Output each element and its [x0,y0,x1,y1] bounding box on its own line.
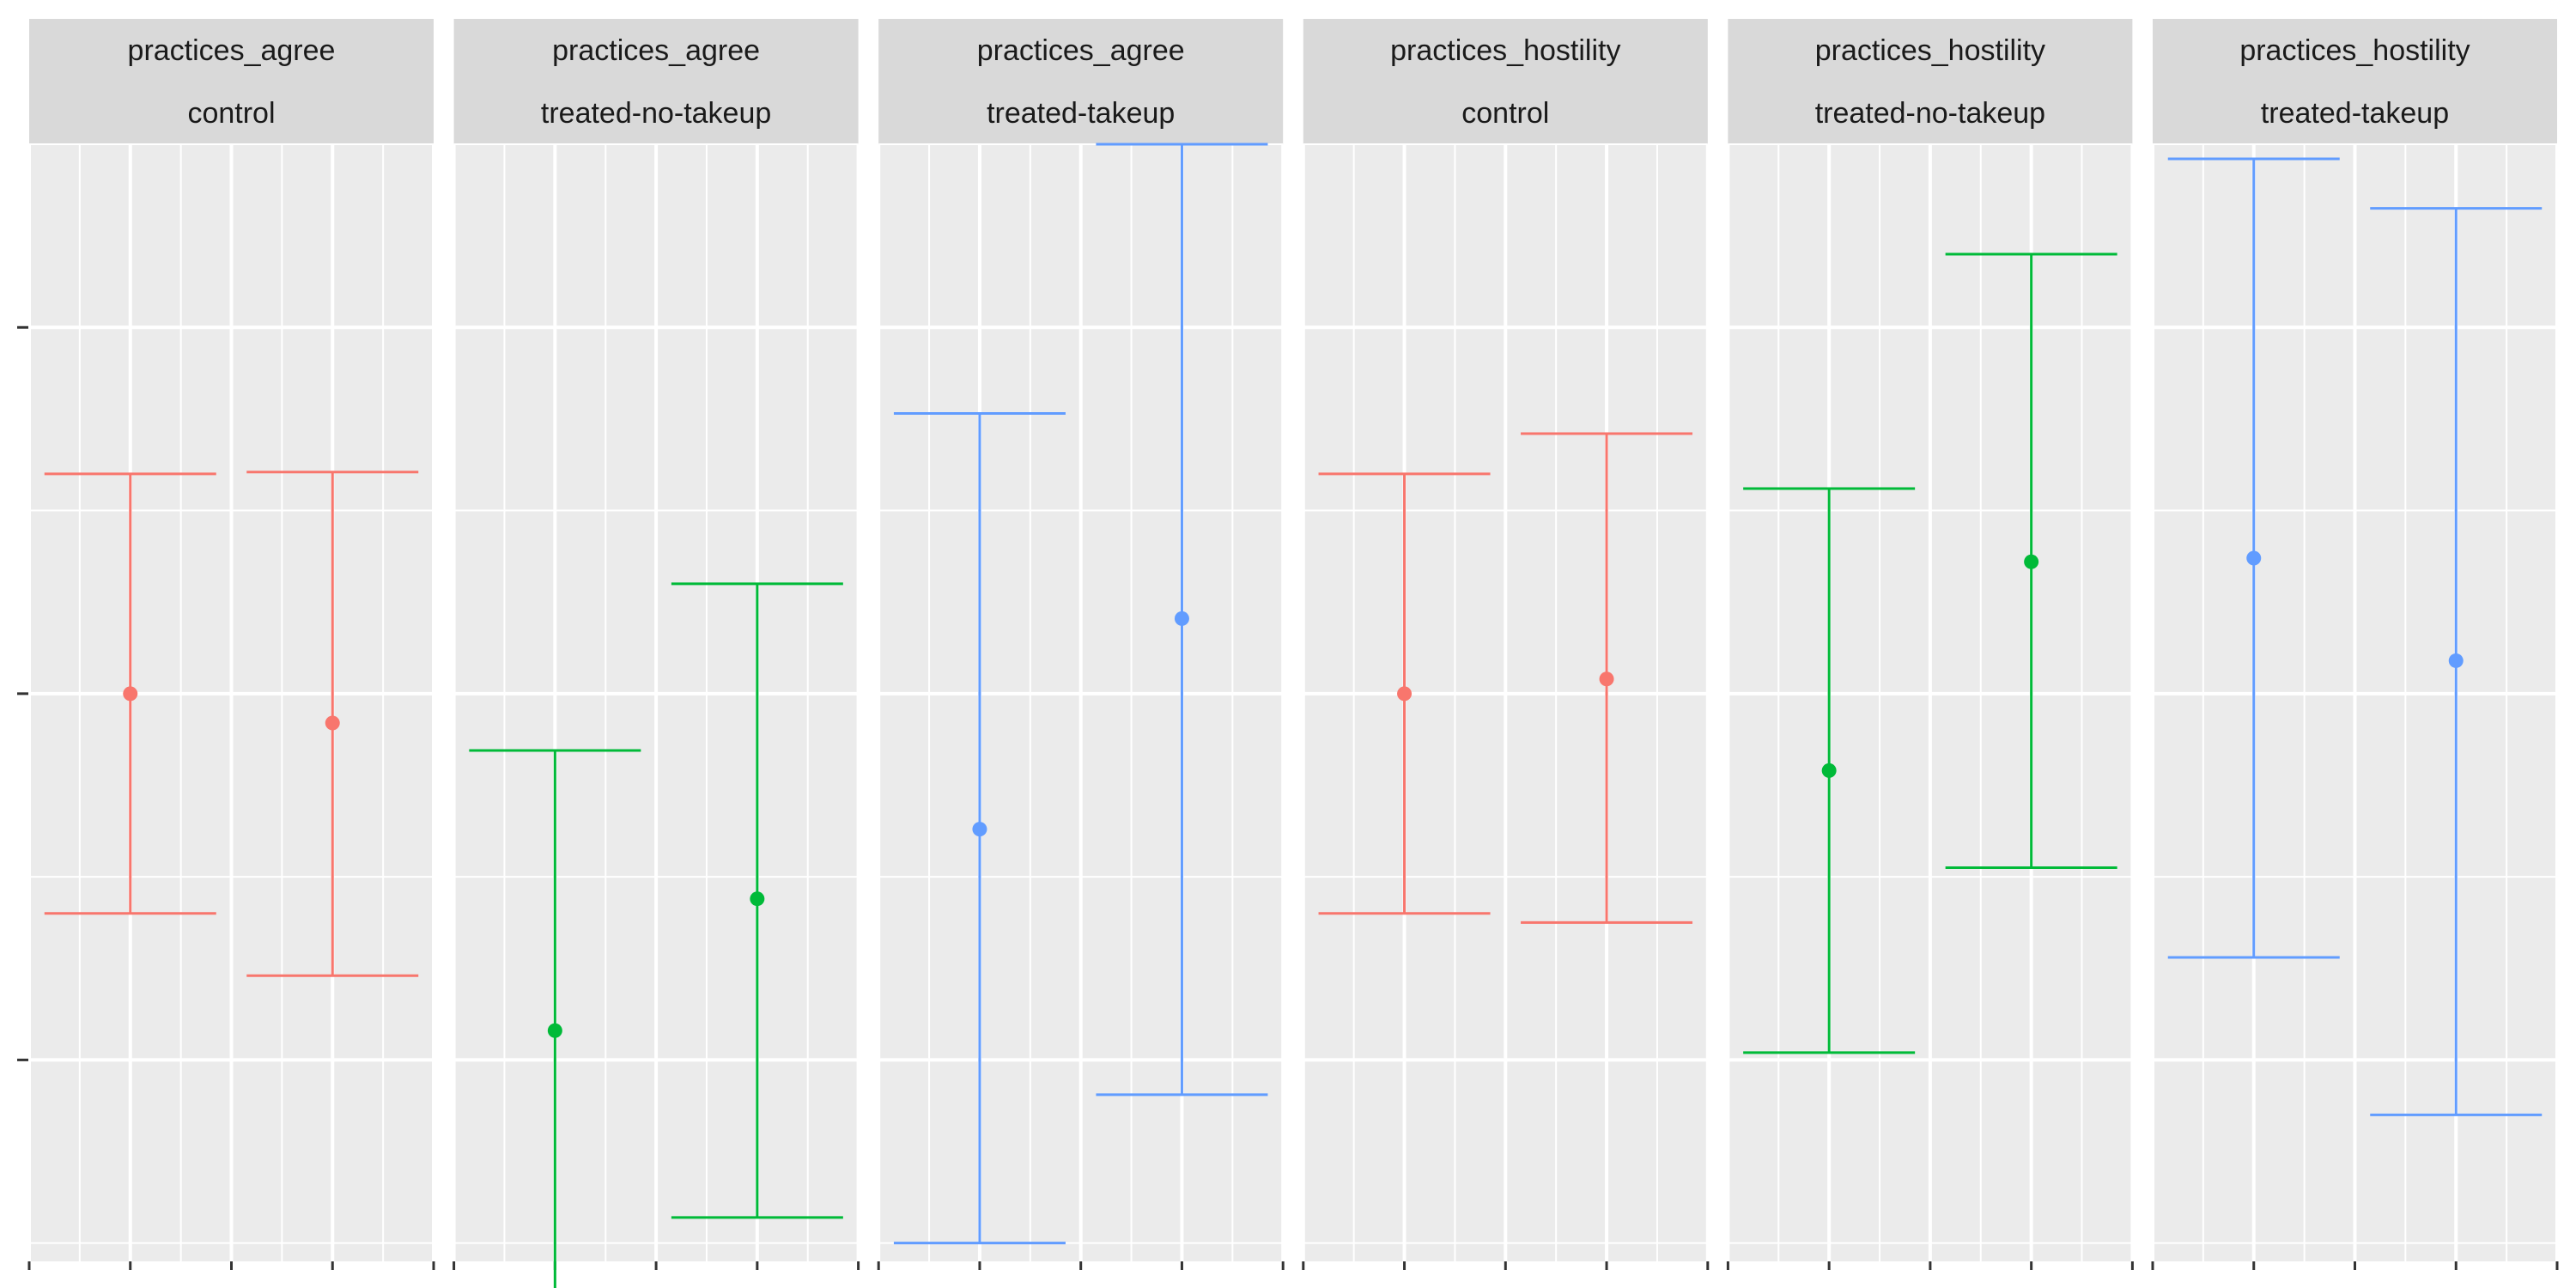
point-estimate [2024,554,2039,569]
facet-strip [29,19,434,144]
facet-strip-label-top: practices_hostility [2239,34,2470,67]
facet-strip-label-top: practices_agree [128,34,336,67]
facet-panel: practices_hostility treated-no-takeup [1726,19,2135,1270]
point-estimate [750,891,765,907]
facet-strip-label-bottom: control [1461,97,1549,130]
facet-strip [1728,19,2133,144]
facet-strip-label-top: practices_hostility [1815,34,2045,67]
facet-strip [2153,19,2557,144]
point-estimate [972,822,987,837]
facet-panel: practices_agree treated-takeup [877,19,1285,1270]
facet-strip [453,19,859,144]
facet-panel: practices_hostility treated-takeup [2151,19,2559,1270]
facet-panel: practices_agree treated-no-takeup [452,19,860,1288]
facet-strip-label-bottom: treated-takeup [987,97,1175,130]
point-estimate [2246,550,2262,566]
point-estimate [1397,686,1413,702]
facet-strip-label-bottom: treated-no-takeup [1815,97,2045,130]
facet-strip-label-bottom: control [187,97,275,130]
facet-strip-label-top: practices_agree [552,34,760,67]
point-estimate [2448,653,2464,668]
facet-strip-label-top: practices_agree [977,34,1185,67]
point-estimate [1174,611,1189,626]
facet-strip-label-top: practices_hostility [1390,34,1620,67]
facet-strip-label-bottom: treated-no-takeup [541,97,771,130]
point-estimate [123,686,138,702]
point-estimate [1599,671,1614,687]
facet-strip [1303,19,1708,144]
facet-strip-label-bottom: treated-takeup [2261,97,2449,130]
facet-strip [878,19,1284,144]
point-estimate [547,1023,562,1038]
point-estimate [325,715,340,731]
point-estimate [1821,762,1837,778]
